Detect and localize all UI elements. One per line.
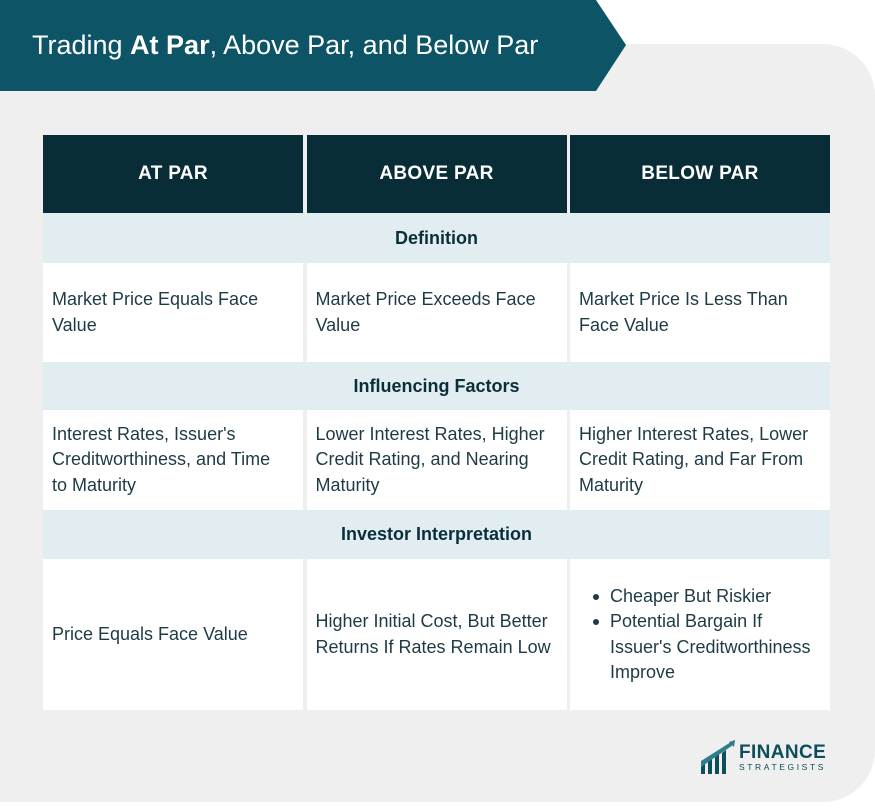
logo-wordmark: FINANCE STRATEGISTS bbox=[739, 743, 826, 772]
cell-factors-below-par: Higher Interest Rates, Lower Credit Rati… bbox=[570, 410, 830, 510]
table-row: Interest Rates, Issuer's Creditworthines… bbox=[43, 410, 830, 510]
cell-definition-at-par: Market Price Equals Face Value bbox=[43, 263, 303, 362]
list-item: Cheaper But Riskier bbox=[592, 584, 816, 610]
finance-strategists-logo: FINANCE STRATEGISTS bbox=[701, 740, 826, 774]
title-prefix: Trading bbox=[32, 30, 131, 60]
bullet-list: Cheaper But Riskier Potential Bargain If… bbox=[578, 584, 816, 686]
table-row: Market Price Equals Face Value Market Pr… bbox=[43, 263, 830, 362]
header-at-par: AT PAR bbox=[43, 135, 303, 213]
logo-line-2: STRATEGISTS bbox=[739, 761, 827, 772]
section-label-influencing-factors: Influencing Factors bbox=[43, 362, 830, 410]
table-header-row: AT PAR ABOVE PAR BELOW PAR bbox=[43, 135, 830, 213]
comparison-table: AT PAR ABOVE PAR BELOW PAR Definition Ma… bbox=[43, 135, 830, 710]
table-row: Price Equals Face Value Higher Initial C… bbox=[43, 559, 830, 710]
section-label-definition: Definition bbox=[43, 213, 830, 263]
title-suffix: , Above Par, and Below Par bbox=[209, 30, 539, 60]
logo-line-1: FINANCE bbox=[739, 741, 827, 763]
cell-factors-above-par: Lower Interest Rates, Higher Credit Rati… bbox=[306, 410, 567, 510]
title-bold: At Par bbox=[130, 30, 210, 60]
page-title: Trading At Par, Above Par, and Below Par bbox=[0, 0, 626, 91]
cell-definition-below-par: Market Price Is Less Than Face Value bbox=[570, 263, 830, 362]
header-below-par: BELOW PAR bbox=[570, 135, 830, 213]
list-item: Potential Bargain If Issuer's Creditwort… bbox=[592, 609, 816, 686]
title-banner: Trading At Par, Above Par, and Below Par bbox=[0, 0, 626, 91]
logo-mark-icon bbox=[701, 740, 735, 774]
header-above-par: ABOVE PAR bbox=[306, 135, 567, 213]
section-label-investor-interpretation: Investor Interpretation bbox=[43, 510, 830, 559]
cell-interpretation-at-par: Price Equals Face Value bbox=[43, 559, 303, 710]
cell-interpretation-below-par: Cheaper But Riskier Potential Bargain If… bbox=[570, 559, 830, 710]
cell-definition-above-par: Market Price Exceeds Face Value bbox=[306, 263, 567, 362]
cell-interpretation-above-par: Higher Initial Cost, But Better Returns … bbox=[306, 559, 567, 710]
cell-factors-at-par: Interest Rates, Issuer's Creditworthines… bbox=[43, 410, 303, 510]
